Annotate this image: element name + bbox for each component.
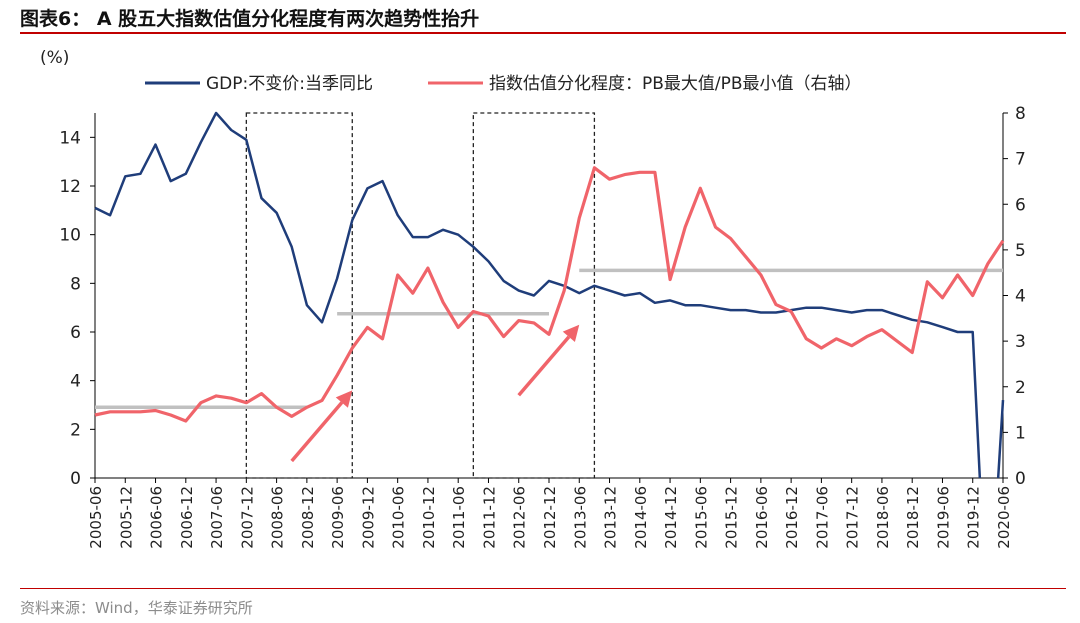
x-tick-label: 2018-06: [874, 486, 892, 549]
right-tick-label: 2: [1015, 378, 1026, 398]
source-note: 资料来源：Wind，华泰证券研究所: [20, 599, 253, 617]
right-tick-label: 4: [1015, 287, 1026, 307]
right-tick-label: 6: [1015, 195, 1026, 215]
left-unit-label: (%): [40, 48, 69, 68]
bottom-rule: [20, 588, 1066, 589]
pb-ratio-series-line: [94, 166, 1005, 423]
x-tick-label: 2016-12: [783, 486, 801, 549]
x-tick-label: 2012-06: [511, 486, 529, 549]
x-tick-label: 2016-06: [753, 486, 771, 549]
trend-arrow-head: [562, 324, 580, 343]
left-tick-label: 14: [59, 128, 81, 148]
x-tick-label: 2015-12: [723, 486, 741, 549]
trend-arrow-shaft: [290, 401, 344, 463]
x-tick-label: 2019-06: [934, 486, 952, 549]
x-tick-label: 2006-12: [178, 486, 196, 549]
trend-arrow-shaft: [517, 335, 571, 397]
left-tick-label: 10: [59, 226, 81, 246]
left-tick-label: 2: [70, 420, 81, 440]
left-tick-label: 6: [70, 323, 81, 343]
right-tick-label: 5: [1015, 241, 1026, 261]
right-tick-label: 3: [1015, 332, 1026, 352]
highlight-box: [245, 112, 353, 479]
legend-label-pb: 指数估值分化程度：PB最大值/PB最小值（右轴）: [489, 74, 862, 94]
x-tick-label: 2010-06: [390, 486, 408, 549]
gdp-series-line: [94, 111, 1005, 478]
x-tick-label: 2014-06: [632, 486, 650, 549]
x-tick-label: 2018-12: [904, 486, 922, 549]
x-tick-label: 2011-06: [450, 486, 468, 549]
x-tick-label: 2017-06: [813, 486, 831, 549]
x-tick-label: 2007-12: [238, 486, 256, 549]
x-tick-label: 2010-12: [420, 486, 438, 549]
x-tick-label: 2008-06: [269, 486, 287, 549]
x-tick-label: 2007-06: [208, 486, 226, 549]
x-tick-label: 2005-06: [87, 486, 105, 549]
x-tick-label: 2019-12: [965, 486, 983, 549]
legend-label-gdp: GDP:不变价:当季同比: [206, 74, 373, 94]
left-tick-label: 4: [70, 372, 81, 392]
x-tick-label: 2009-06: [329, 486, 347, 549]
x-tick-label: 2008-12: [299, 486, 317, 549]
right-tick-label: 1: [1015, 423, 1026, 443]
trend-arrow-head: [335, 390, 353, 408]
title-rule: [20, 32, 1066, 34]
x-tick-label: 2014-12: [662, 486, 680, 549]
x-tick-label: 2009-12: [359, 486, 377, 549]
x-tick-label: 2005-12: [117, 486, 135, 549]
left-tick-label: 0: [70, 469, 81, 489]
left-tick-label: 12: [59, 177, 81, 197]
x-tick-label: 2013-12: [602, 486, 620, 549]
right-tick-label: 8: [1015, 104, 1026, 124]
x-tick-label: 2012-12: [541, 486, 559, 549]
right-tick-label: 7: [1015, 150, 1026, 170]
x-tick-label: 2011-12: [480, 486, 498, 549]
x-tick-label: 2020-06: [995, 486, 1013, 549]
highlight-box: [472, 112, 596, 479]
right-tick-label: 0: [1015, 469, 1026, 489]
x-tick-label: 2013-06: [571, 486, 589, 549]
figure-title: 图表6： A 股五大指数估值分化程度有两次趋势性抬升: [20, 8, 480, 30]
x-tick-label: 2017-12: [844, 486, 862, 549]
x-tick-label: 2006-06: [148, 486, 166, 549]
x-tick-label: 2015-06: [692, 486, 710, 549]
left-tick-label: 8: [70, 274, 81, 294]
